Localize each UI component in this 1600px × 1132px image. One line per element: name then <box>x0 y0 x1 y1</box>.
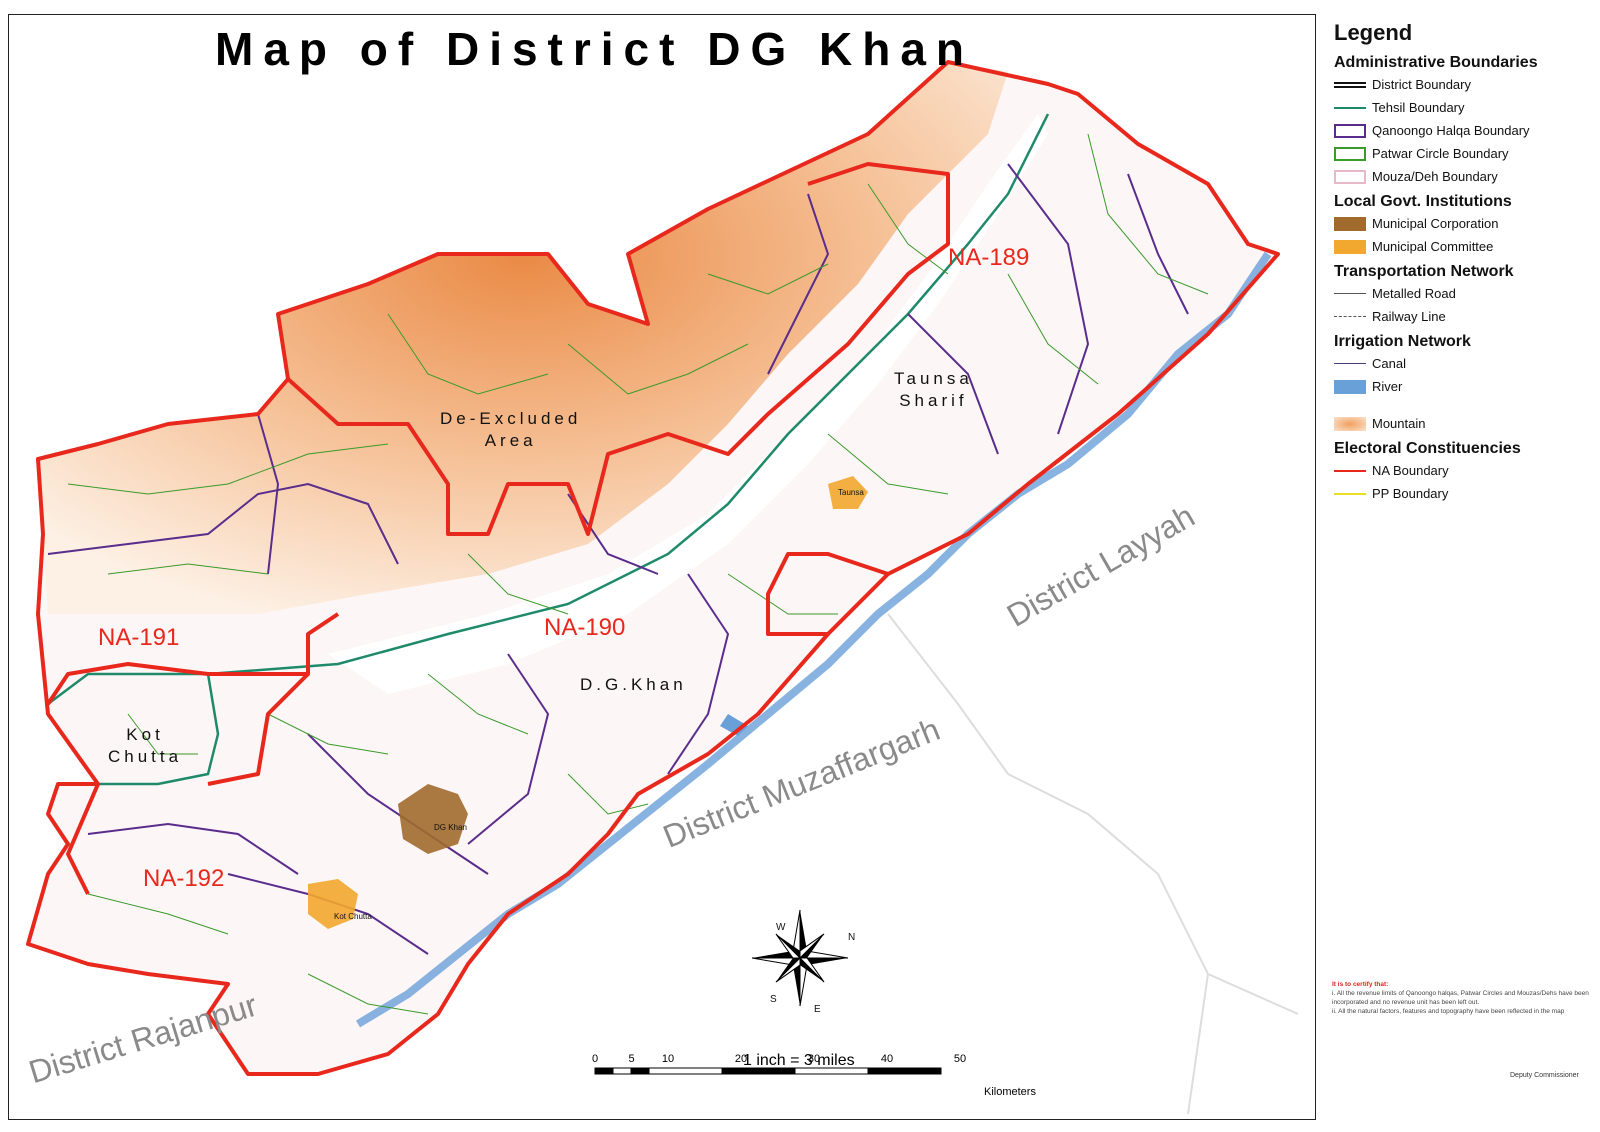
legend-item: Tehsil Boundary <box>1334 99 1594 116</box>
neighbour-boundary <box>1187 973 1209 1115</box>
legend-symbol <box>1334 239 1366 254</box>
legend-label: PP Boundary <box>1372 486 1449 501</box>
legend-symbol <box>1334 106 1366 109</box>
legend-label: District Boundary <box>1372 77 1471 92</box>
river-branch <box>720 714 748 736</box>
legend-symbol <box>1334 492 1366 495</box>
legend-item: Metalled Road <box>1334 285 1594 302</box>
legend-label: Canal <box>1372 356 1406 371</box>
dg-khan-town-label: DG Khan <box>434 823 467 832</box>
legend-item: River <box>1334 378 1594 395</box>
legend-label: Railway Line <box>1372 309 1446 324</box>
legend-item: Patwar Circle Boundary <box>1334 145 1594 162</box>
scale-tick-label: 40 <box>880 1053 894 1065</box>
taunsa-town-label: Taunsa <box>838 488 864 497</box>
legend-label: Qanoongo Halqa Boundary <box>1372 123 1530 138</box>
legend-item: Railway Line <box>1334 308 1594 325</box>
certification-note: It is to certify that: i. All the revenu… <box>1332 980 1590 1016</box>
na-192-label: NA-192 <box>143 865 225 892</box>
legend-item: Canal <box>1334 355 1594 372</box>
legend-label: Municipal Corporation <box>1372 216 1499 231</box>
scale-bar <box>594 1067 942 1075</box>
map-title: Map of District DG Khan <box>215 23 975 75</box>
compass-rose <box>751 909 849 1007</box>
legend-panel: Legend Administrative Boundaries District… <box>1322 14 1594 1120</box>
compass-north: N <box>848 932 856 943</box>
scale-ratio: 1 inch = 3 miles <box>743 1052 855 1069</box>
legend-label: Tehsil Boundary <box>1372 100 1465 115</box>
legend-section-title: Irrigation Network <box>1334 333 1471 350</box>
certification-line-2: ii. All the natural factors, features an… <box>1332 1008 1565 1015</box>
de-excluded-area-label: De-Excluded Area <box>440 409 582 450</box>
kot-chutta-tehsil-label: Kot Chutta <box>108 725 183 766</box>
legend-body: Administrative Boundaries District Bounda… <box>1322 54 1594 502</box>
scale-tick-label: 20 <box>734 1053 748 1065</box>
legend-symbol <box>1334 363 1366 364</box>
compass-east: E <box>814 1004 821 1015</box>
na-190-label: NA-190 <box>544 614 626 641</box>
na-191-label: NA-191 <box>98 624 180 651</box>
legend-label: Mountain <box>1372 416 1426 431</box>
kot-chutta-municipal-committee <box>308 879 358 929</box>
legend-item: Mountain <box>1334 415 1594 432</box>
scale-tick-label: 30 <box>807 1053 821 1065</box>
legend-section-title: Local Govt. Institutions <box>1334 193 1512 210</box>
legend-label: NA Boundary <box>1372 463 1449 478</box>
qanoongo-boundaries <box>47 163 1189 955</box>
neighbour-boundary <box>887 613 1299 1015</box>
legend-symbol <box>1334 146 1366 161</box>
taunsa-sharif-label: Taunsa Sharif <box>894 369 973 410</box>
legend-label: Mouza/Deh Boundary <box>1372 169 1498 184</box>
na-boundaries <box>26 60 1280 1076</box>
legend-section-title: Transportation Network <box>1334 263 1514 280</box>
legend-item: Municipal Corporation <box>1334 215 1594 232</box>
na-189-label: NA-189 <box>948 244 1030 271</box>
mountain-area <box>38 62 1008 614</box>
legend-label: Patwar Circle Boundary <box>1372 146 1509 161</box>
scale-tick-label: 5 <box>628 1053 635 1065</box>
signature: Deputy Commissioner <box>1510 1072 1579 1079</box>
tehsil-boundary <box>98 673 220 786</box>
kot-chutta-town-label: Kot Chutta <box>334 912 372 921</box>
certification-line-1: i. All the revenue limits of Qanoongo ha… <box>1332 990 1589 1006</box>
legend-section-title: Electoral Constituencies <box>1334 440 1521 457</box>
district-map <box>26 60 1299 1115</box>
certification-heading: It is to certify that: <box>1332 981 1389 988</box>
legend-symbol <box>1334 123 1366 138</box>
legend-item: Qanoongo Halqa Boundary <box>1334 122 1594 139</box>
legend-item: Mouza/Deh Boundary <box>1334 168 1594 185</box>
valley-band <box>328 114 1048 694</box>
patwar-boundaries <box>67 133 1209 1015</box>
legend-item: PP Boundary <box>1334 485 1594 502</box>
legend-symbol <box>1334 379 1366 394</box>
legend-symbol <box>1334 81 1366 88</box>
legend-heading: Legend <box>1334 20 1413 45</box>
compass-west: W <box>776 922 786 933</box>
legend-item: District Boundary <box>1334 76 1594 93</box>
legend-symbol <box>1334 316 1366 317</box>
legend-section-title: Administrative Boundaries <box>1334 54 1538 71</box>
legend-symbol <box>1334 293 1366 294</box>
legend-label: Metalled Road <box>1372 286 1456 301</box>
compass-south: S <box>770 994 777 1005</box>
dg-khan-tehsil-label: D.G.Khan <box>580 675 687 694</box>
scale-unit: Kilometers <box>984 1086 1036 1098</box>
legend-item: NA Boundary <box>1334 462 1594 479</box>
dg-khan-municipal-corporation <box>398 784 468 854</box>
legend-symbol <box>1334 469 1366 472</box>
legend-label: River <box>1372 379 1403 394</box>
scale-tick-label: 0 <box>591 1053 599 1065</box>
taunsa-municipal-committee <box>828 476 868 509</box>
scale-tick-label: 50 <box>953 1053 967 1065</box>
legend-symbol <box>1334 416 1366 431</box>
legend-label: Municipal Committee <box>1372 239 1494 254</box>
scale-tick-label: 10 <box>661 1053 675 1065</box>
legend-symbol <box>1334 169 1366 184</box>
legend-symbol <box>1334 216 1366 231</box>
legend-item: Municipal Committee <box>1334 238 1594 255</box>
